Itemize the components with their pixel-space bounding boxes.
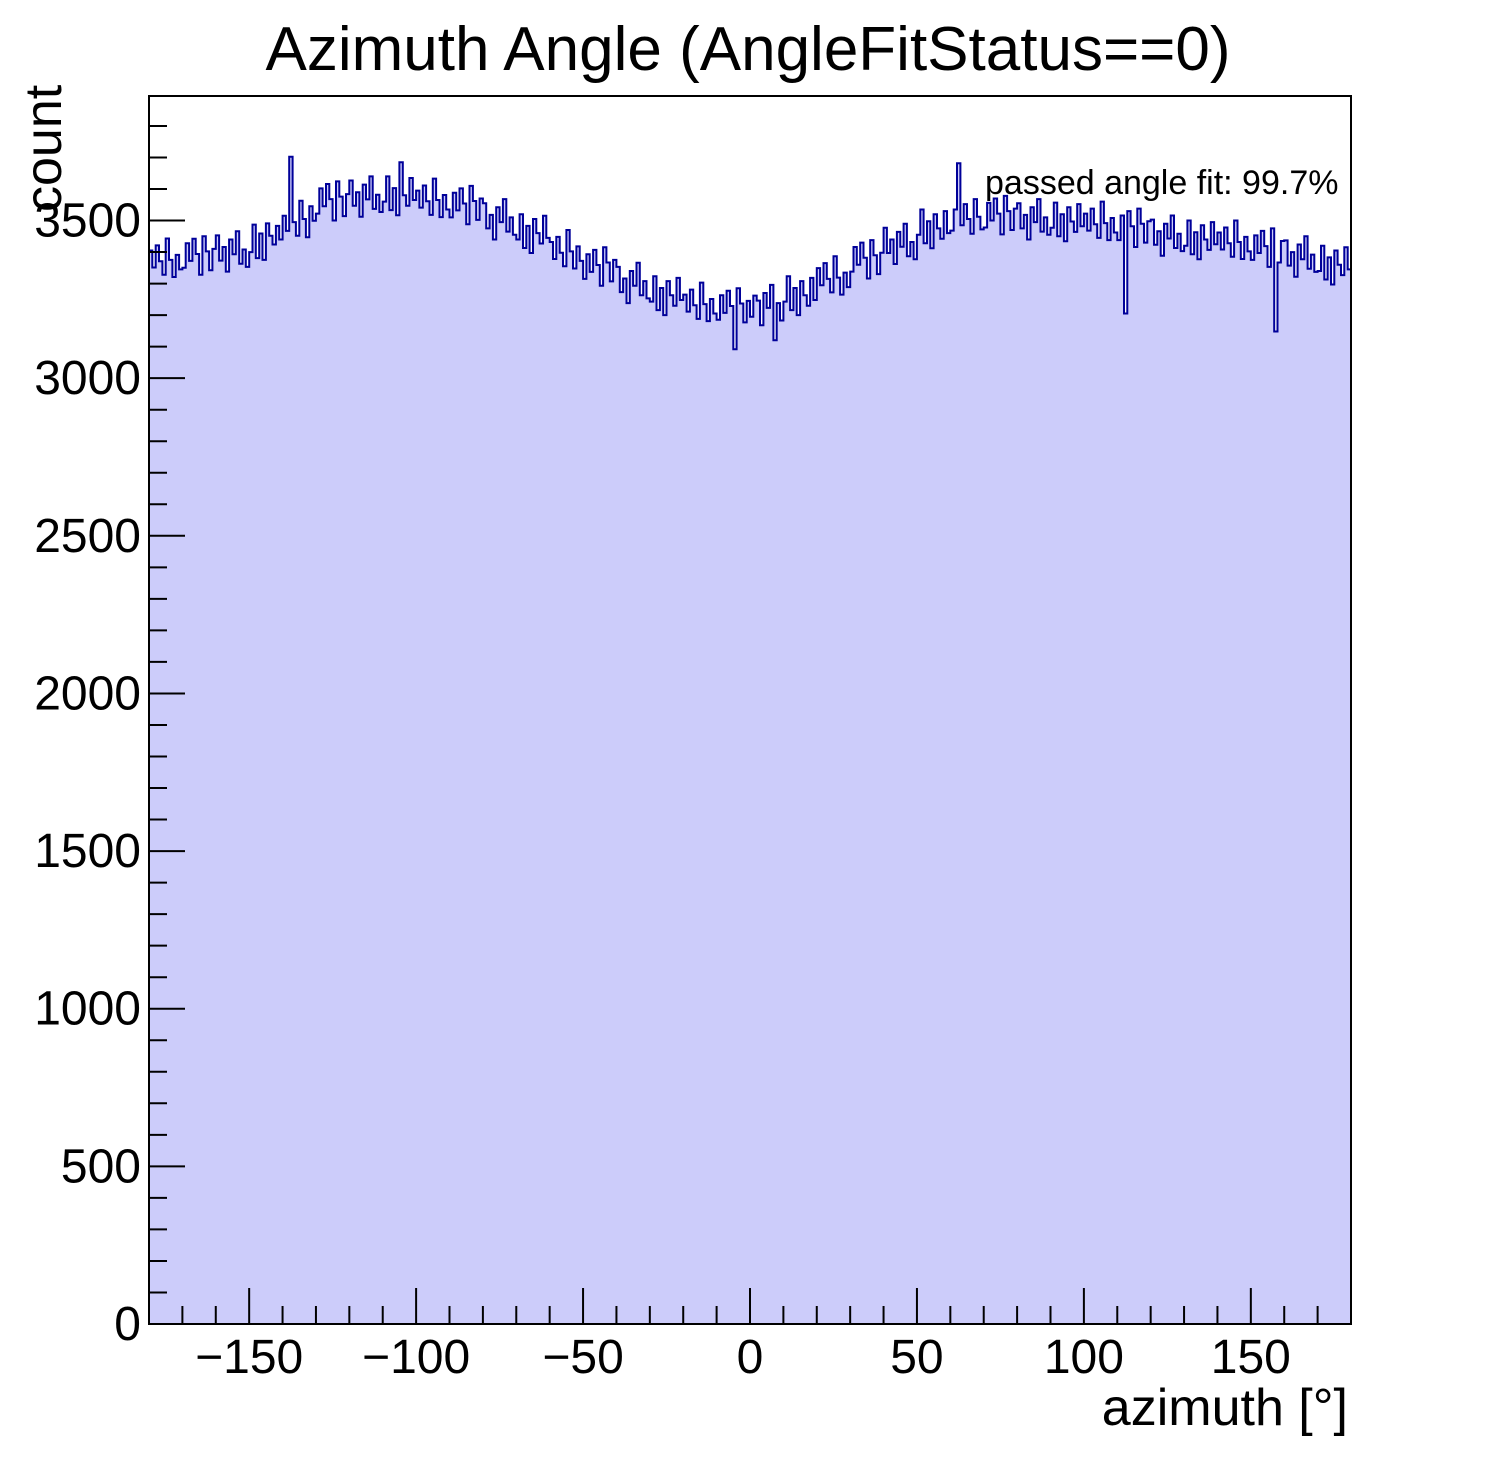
y-tick-label: 500 <box>61 1140 141 1193</box>
x-tick-label: −50 <box>542 1331 623 1384</box>
x-tick-label: 100 <box>1044 1331 1124 1384</box>
y-tick-label: 2000 <box>34 667 141 720</box>
y-tick-label: 3500 <box>34 195 141 248</box>
x-tick-label: 0 <box>737 1331 764 1384</box>
x-tick-label: 50 <box>890 1331 943 1384</box>
y-tick-label: 1000 <box>34 983 141 1036</box>
y-tick-label: 3000 <box>34 352 141 405</box>
y-tick-label: 1500 <box>34 825 141 878</box>
x-tick-label: 150 <box>1211 1331 1291 1384</box>
x-tick-label: −100 <box>362 1331 470 1384</box>
y-tick-label: 2500 <box>34 510 141 563</box>
chart-title: Azimuth Angle (AngleFitStatus==0) <box>265 15 1231 84</box>
x-tick-label: −150 <box>195 1331 303 1384</box>
plot-frame <box>148 95 1352 1325</box>
passed-angle-fit-annotation: passed angle fit: 99.7% <box>985 164 1339 202</box>
y-axis-title: count <box>15 84 73 212</box>
histogram-area <box>148 155 1352 1324</box>
y-tick-label: 0 <box>114 1298 141 1351</box>
x-axis-title: azimuth [°] <box>1101 1379 1348 1437</box>
